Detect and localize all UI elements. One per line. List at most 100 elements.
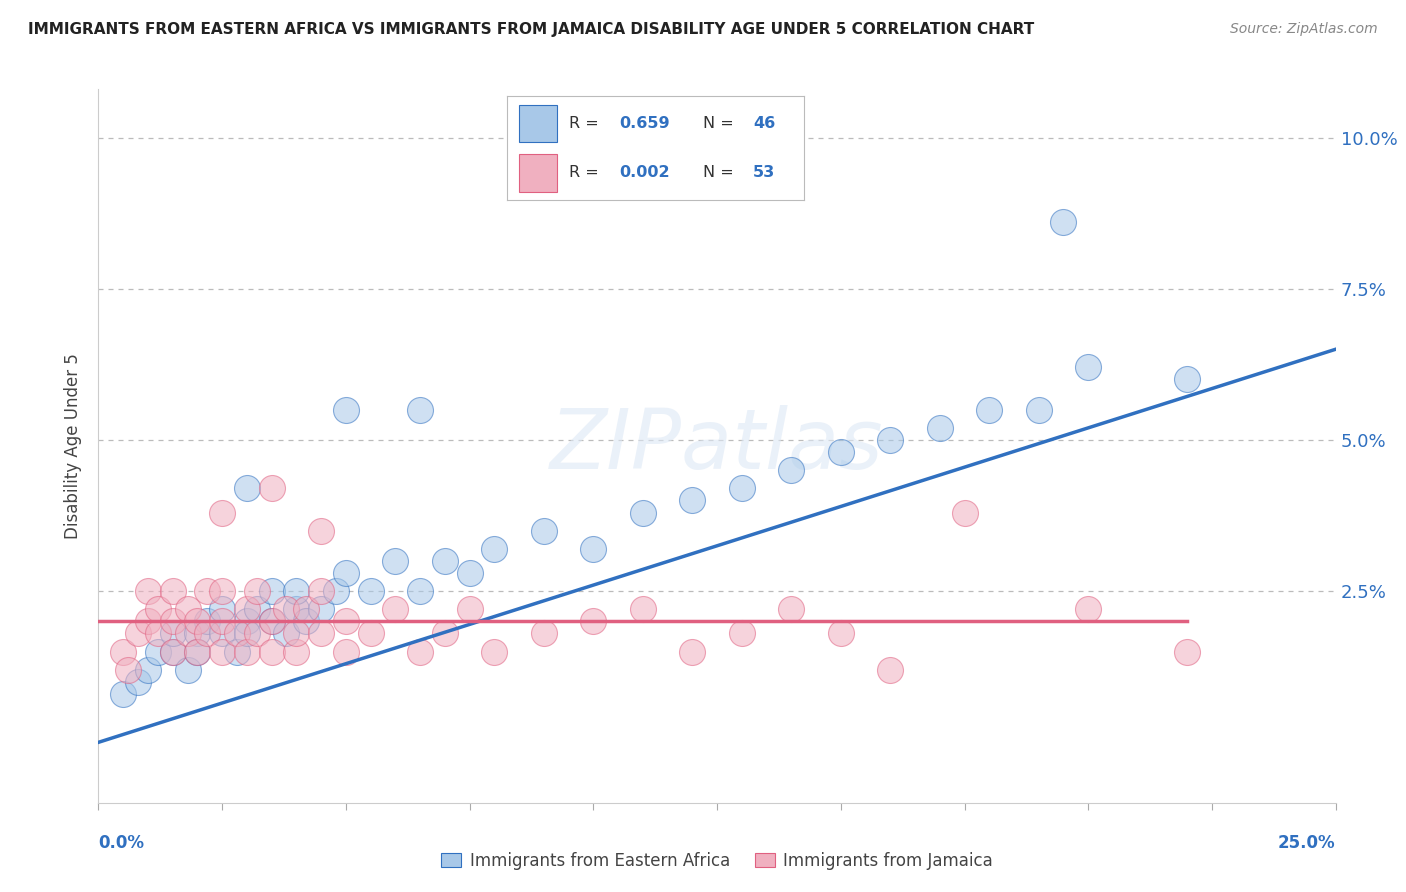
Point xyxy=(236,626,259,640)
Point xyxy=(186,645,208,659)
Point xyxy=(246,626,269,640)
Point xyxy=(162,626,184,640)
Text: 25.0%: 25.0% xyxy=(1278,834,1336,852)
Point xyxy=(176,602,198,616)
Point xyxy=(146,602,169,616)
Point xyxy=(260,645,283,659)
Point xyxy=(582,615,605,629)
Point xyxy=(533,524,555,538)
Point xyxy=(780,463,803,477)
Point xyxy=(681,645,703,659)
Point xyxy=(186,615,208,629)
Point xyxy=(136,615,159,629)
Point xyxy=(325,584,347,599)
Point xyxy=(582,541,605,556)
Point xyxy=(112,645,135,659)
Legend: Immigrants from Eastern Africa, Immigrants from Jamaica: Immigrants from Eastern Africa, Immigran… xyxy=(434,846,1000,877)
Point xyxy=(260,615,283,629)
Point xyxy=(409,584,432,599)
Point xyxy=(285,626,308,640)
Point xyxy=(211,615,233,629)
Point xyxy=(458,602,481,616)
Point xyxy=(830,626,852,640)
Point xyxy=(309,602,332,616)
Point xyxy=(953,506,976,520)
Point xyxy=(211,506,233,520)
Point xyxy=(458,566,481,580)
Point xyxy=(631,602,654,616)
Text: IMMIGRANTS FROM EASTERN AFRICA VS IMMIGRANTS FROM JAMAICA DISABILITY AGE UNDER 5: IMMIGRANTS FROM EASTERN AFRICA VS IMMIGR… xyxy=(28,22,1035,37)
Point xyxy=(276,626,298,640)
Point xyxy=(681,493,703,508)
Y-axis label: Disability Age Under 5: Disability Age Under 5 xyxy=(65,353,83,539)
Point xyxy=(1175,645,1198,659)
Point xyxy=(236,645,259,659)
Point xyxy=(285,645,308,659)
Point xyxy=(195,615,218,629)
Point xyxy=(162,584,184,599)
Point xyxy=(211,645,233,659)
Text: Source: ZipAtlas.com: Source: ZipAtlas.com xyxy=(1230,22,1378,37)
Point xyxy=(117,663,139,677)
Point xyxy=(246,602,269,616)
Point xyxy=(195,626,218,640)
Point xyxy=(211,584,233,599)
Point xyxy=(136,584,159,599)
Point xyxy=(409,645,432,659)
Point xyxy=(236,481,259,495)
Point xyxy=(979,402,1001,417)
Text: 0.0%: 0.0% xyxy=(98,834,145,852)
Point xyxy=(484,541,506,556)
Point xyxy=(236,602,259,616)
Point xyxy=(112,687,135,701)
Point xyxy=(335,615,357,629)
Point xyxy=(127,674,149,689)
Point xyxy=(162,645,184,659)
Point xyxy=(309,626,332,640)
Point xyxy=(226,626,249,640)
Point xyxy=(484,645,506,659)
Point xyxy=(211,626,233,640)
Point xyxy=(260,481,283,495)
Point xyxy=(1077,360,1099,375)
Point xyxy=(226,645,249,659)
Point xyxy=(731,626,754,640)
Point xyxy=(260,584,283,599)
Point xyxy=(146,645,169,659)
Point xyxy=(285,584,308,599)
Point xyxy=(276,602,298,616)
Point xyxy=(195,584,218,599)
Point xyxy=(360,626,382,640)
Point xyxy=(533,626,555,640)
Point xyxy=(879,663,901,677)
Point xyxy=(295,602,318,616)
Point xyxy=(136,663,159,677)
Point xyxy=(176,626,198,640)
Point xyxy=(186,645,208,659)
Point xyxy=(1077,602,1099,616)
Point xyxy=(384,602,406,616)
Point xyxy=(246,584,269,599)
Point xyxy=(127,626,149,640)
Point xyxy=(309,584,332,599)
Point xyxy=(360,584,382,599)
Point xyxy=(335,645,357,659)
Point xyxy=(433,554,456,568)
Point xyxy=(335,402,357,417)
Point xyxy=(162,615,184,629)
Point xyxy=(309,524,332,538)
Point xyxy=(236,615,259,629)
Point xyxy=(1028,402,1050,417)
Point xyxy=(830,445,852,459)
Point xyxy=(176,663,198,677)
Point xyxy=(879,433,901,447)
Point xyxy=(295,615,318,629)
Point xyxy=(731,481,754,495)
Point xyxy=(146,626,169,640)
Point xyxy=(780,602,803,616)
Point xyxy=(211,602,233,616)
Point xyxy=(186,626,208,640)
Point xyxy=(162,645,184,659)
Text: ZIPatlas: ZIPatlas xyxy=(550,406,884,486)
Point xyxy=(409,402,432,417)
